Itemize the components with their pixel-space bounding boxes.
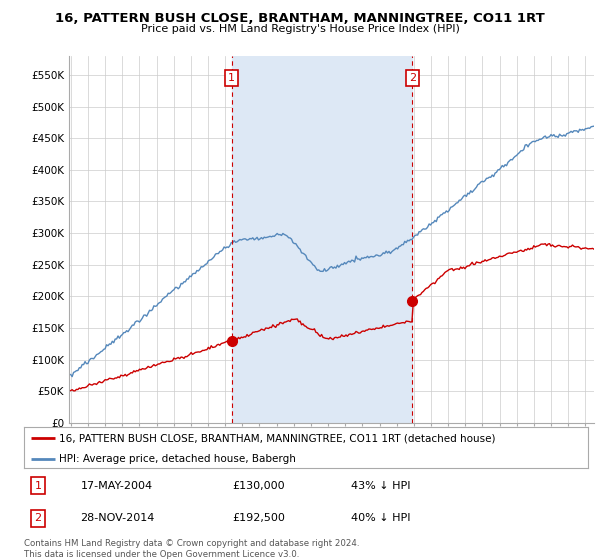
Text: £192,500: £192,500	[233, 514, 286, 523]
Text: HPI: Average price, detached house, Babergh: HPI: Average price, detached house, Babe…	[59, 454, 296, 464]
Text: 43% ↓ HPI: 43% ↓ HPI	[351, 481, 410, 491]
Text: 1: 1	[228, 73, 235, 83]
Text: Price paid vs. HM Land Registry's House Price Index (HPI): Price paid vs. HM Land Registry's House …	[140, 24, 460, 34]
Text: 16, PATTERN BUSH CLOSE, BRANTHAM, MANNINGTREE, CO11 1RT (detached house): 16, PATTERN BUSH CLOSE, BRANTHAM, MANNIN…	[59, 433, 496, 443]
Text: 17-MAY-2004: 17-MAY-2004	[80, 481, 152, 491]
Text: 40% ↓ HPI: 40% ↓ HPI	[351, 514, 410, 523]
Text: 16, PATTERN BUSH CLOSE, BRANTHAM, MANNINGTREE, CO11 1RT: 16, PATTERN BUSH CLOSE, BRANTHAM, MANNIN…	[55, 12, 545, 25]
Text: Contains HM Land Registry data © Crown copyright and database right 2024.
This d: Contains HM Land Registry data © Crown c…	[24, 539, 359, 559]
Text: 28-NOV-2014: 28-NOV-2014	[80, 514, 155, 523]
Bar	[232, 56, 412, 423]
Text: 2: 2	[409, 73, 416, 83]
Text: 1: 1	[35, 481, 41, 491]
Text: £130,000: £130,000	[233, 481, 286, 491]
Text: 2: 2	[35, 514, 41, 523]
